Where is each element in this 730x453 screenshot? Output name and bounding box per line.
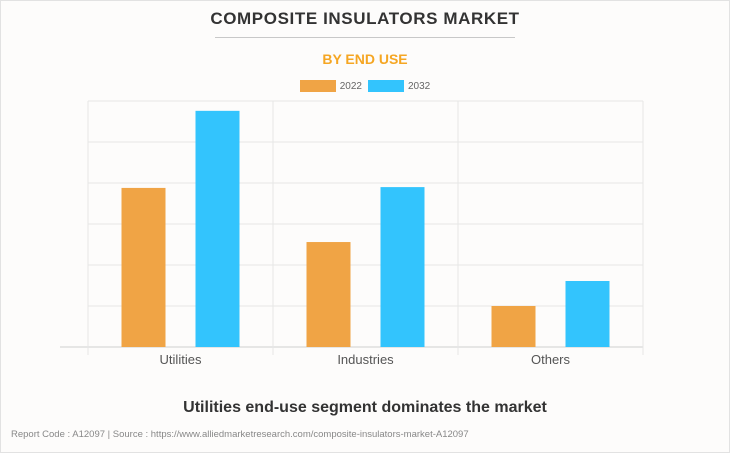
bar-others-2022[interactable] [491, 306, 536, 347]
x-tick-label: Industries [337, 352, 394, 367]
footer-source: Report Code : A12097 | Source : https://… [11, 429, 469, 440]
chart-subtitle: BY END USE [322, 51, 408, 67]
x-tick-label: Others [531, 352, 571, 367]
x-tick-label: Utilities [160, 352, 202, 367]
legend-label-2022: 2022 [339, 80, 362, 92]
chart-title: COMPOSITE INSULATORS MARKET [210, 9, 520, 28]
legend-label-2032: 2032 [408, 80, 431, 92]
title-divider [215, 37, 515, 38]
legend: 2022 2032 [0, 80, 730, 92]
legend-item-2032[interactable]: 2032 [368, 80, 430, 92]
bar-industries-2022[interactable] [306, 242, 351, 347]
bar-utilities-2032[interactable] [195, 110, 240, 347]
chart-caption: Utilities end-use segment dominates the … [183, 399, 547, 416]
legend-item-2022[interactable]: 2022 [299, 80, 362, 92]
legend-swatch-2022 [299, 80, 336, 92]
legend-swatch-2032 [368, 80, 404, 92]
bar-others-2032[interactable] [565, 280, 610, 347]
bar-industries-2032[interactable] [380, 187, 425, 347]
bar-utilities-2022[interactable] [121, 187, 166, 347]
